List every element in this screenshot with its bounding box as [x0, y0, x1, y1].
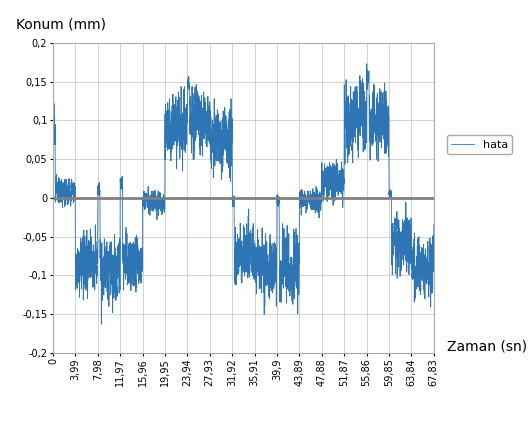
hata — [140, 195, 147, 200]
hata — [363, 61, 370, 66]
hata — [142, 205, 149, 210]
Text: Zaman (sn): Zaman (sn) — [447, 340, 527, 354]
Legend: hata: hata — [447, 135, 512, 154]
hata — [431, 222, 437, 227]
Text: Konum (mm): Konum (mm) — [16, 17, 106, 31]
Line: hata: hata — [53, 64, 434, 324]
hata — [193, 108, 199, 113]
hata — [50, 126, 56, 132]
hata — [427, 287, 434, 292]
hata — [98, 322, 105, 327]
hata — [138, 249, 144, 255]
hata — [221, 138, 227, 144]
